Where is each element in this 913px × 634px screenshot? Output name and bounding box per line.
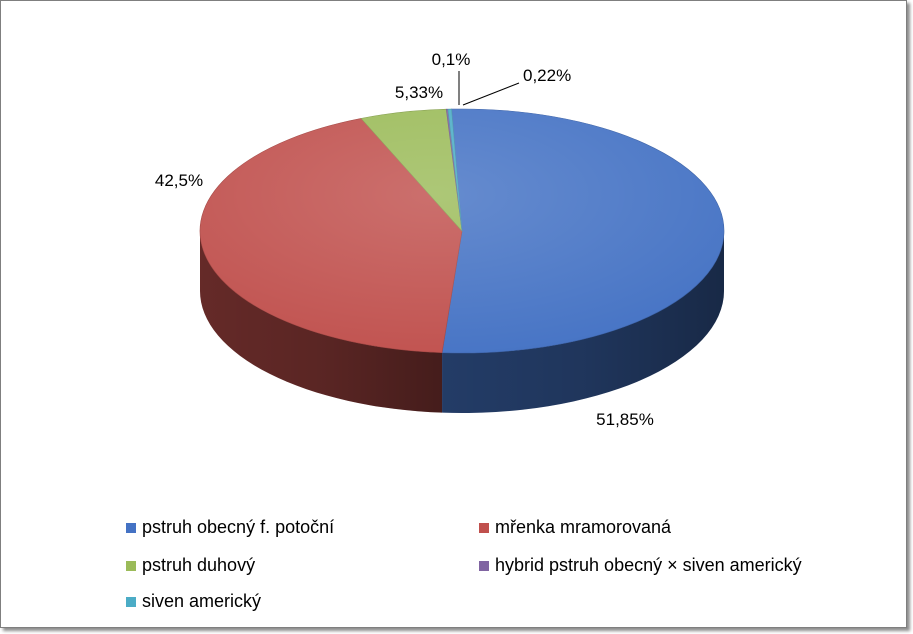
legend-item-2: pstruh duhový: [126, 555, 255, 576]
pie-tops: [199, 108, 725, 354]
data-label-1: 42,5%: [155, 171, 203, 190]
legend-swatch-1: [479, 522, 489, 533]
legend-label-0: pstruh obecný f. potoční: [142, 517, 335, 537]
data-label-3: 0,1%: [432, 50, 471, 69]
legend-label-1: mřenka mramorovaná: [495, 517, 672, 537]
pie-sides: [200, 231, 724, 414]
legend-item-1: mřenka mramorovaná: [479, 517, 671, 538]
legend-item-0: pstruh obecný f. potoční: [126, 517, 334, 538]
legend-label-2: pstruh duhový: [142, 555, 256, 575]
legend-label-4: siven americký: [142, 591, 262, 611]
data-label-2: 5,33%: [395, 83, 443, 102]
legend-swatch-4: [126, 596, 136, 607]
data-label-0: 51,85%: [596, 410, 654, 429]
legend-item-3: hybrid pstruh obecný × siven americký: [479, 555, 802, 576]
pie-side-shade-1-0: [200, 231, 443, 413]
legend-swatch-2: [126, 560, 136, 571]
legend-label-3: hybrid pstruh obecný × siven americký: [495, 555, 802, 575]
pie-side-shade-0-0: [442, 231, 724, 414]
data-label-4: 0,22%: [523, 66, 571, 85]
pie-labels: 51,85% 42,5% 5,33% 0,1% 0,22%: [155, 50, 654, 429]
pie-top-shine: [200, 109, 724, 353]
legend-swatch-0: [126, 522, 136, 533]
leader-line-4: [462, 82, 520, 106]
legend-item-4: siven americký: [126, 591, 261, 612]
legend-swatch-3: [479, 560, 489, 571]
